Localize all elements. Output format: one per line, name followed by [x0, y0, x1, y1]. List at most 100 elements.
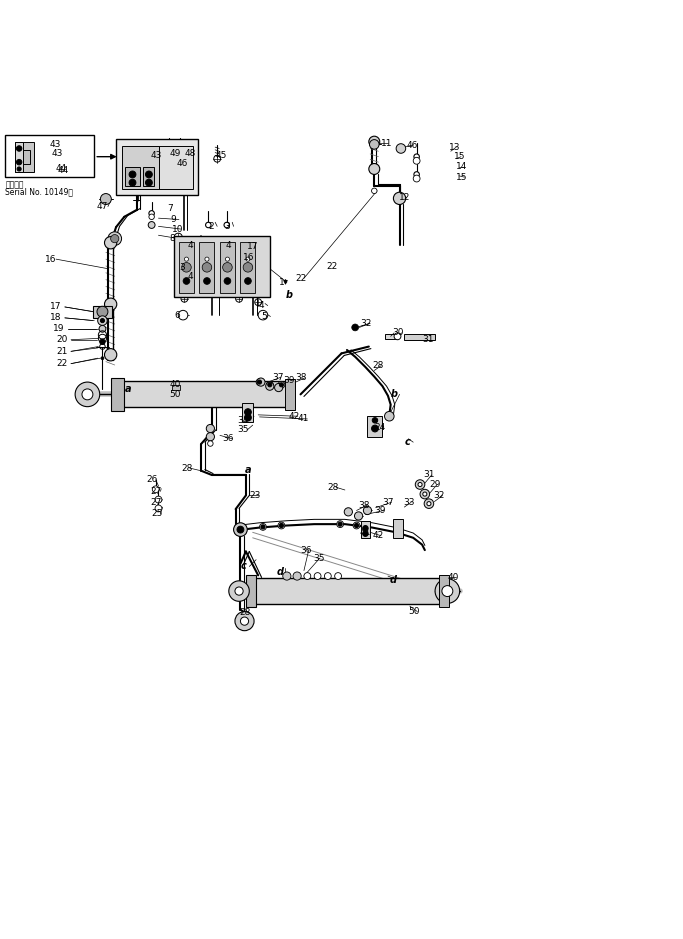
Text: 37: 37	[382, 498, 394, 507]
Circle shape	[413, 176, 420, 182]
Bar	[122, 146, 159, 190]
Bar	[23, 150, 30, 163]
Circle shape	[101, 357, 104, 360]
Circle shape	[75, 382, 100, 407]
Bar	[439, 576, 449, 607]
Text: 15: 15	[454, 152, 466, 162]
Circle shape	[257, 378, 265, 386]
Circle shape	[202, 263, 212, 272]
Circle shape	[369, 163, 380, 175]
Text: d: d	[277, 567, 283, 577]
Circle shape	[186, 239, 193, 246]
Bar	[5, 135, 94, 177]
Text: 4: 4	[258, 301, 264, 310]
Text: 28: 28	[181, 464, 193, 472]
Bar	[220, 242, 235, 293]
Text: 49: 49	[169, 148, 181, 158]
Circle shape	[385, 411, 394, 421]
Bar	[367, 416, 382, 437]
Circle shape	[129, 171, 136, 177]
Text: 6: 6	[174, 311, 180, 319]
Circle shape	[100, 193, 111, 205]
Text: 16: 16	[45, 254, 57, 264]
Circle shape	[435, 578, 460, 604]
Bar	[285, 378, 295, 410]
Circle shape	[393, 192, 406, 205]
Text: 30: 30	[393, 329, 404, 337]
Bar	[159, 146, 193, 190]
Bar	[199, 242, 214, 293]
Text: 3: 3	[179, 263, 184, 271]
Circle shape	[258, 311, 268, 320]
Bar	[116, 139, 198, 195]
Circle shape	[372, 418, 378, 423]
Text: 4: 4	[225, 241, 231, 250]
Bar	[172, 386, 180, 390]
Circle shape	[261, 525, 265, 529]
Circle shape	[245, 414, 251, 421]
Bar	[246, 576, 256, 607]
Text: 1: 1	[279, 278, 284, 286]
Circle shape	[424, 499, 434, 508]
Text: 47: 47	[97, 202, 109, 211]
Text: 22: 22	[56, 359, 67, 368]
Text: 27: 27	[150, 486, 162, 496]
Circle shape	[394, 333, 401, 340]
Circle shape	[266, 382, 274, 391]
Text: 18: 18	[50, 314, 61, 322]
Text: 28: 28	[239, 608, 251, 618]
Text: 26: 26	[147, 475, 158, 485]
Text: 36: 36	[222, 434, 234, 443]
Circle shape	[275, 383, 283, 392]
Text: 31: 31	[422, 335, 434, 345]
Circle shape	[16, 160, 22, 165]
Circle shape	[293, 572, 301, 580]
Circle shape	[149, 210, 154, 216]
Circle shape	[257, 380, 262, 384]
Text: 17: 17	[247, 242, 259, 252]
Text: 21: 21	[56, 346, 68, 356]
Circle shape	[206, 223, 211, 228]
Circle shape	[224, 278, 231, 285]
Text: 27: 27	[150, 498, 162, 507]
Circle shape	[240, 617, 249, 625]
Bar	[393, 518, 403, 538]
Circle shape	[415, 480, 425, 489]
Bar	[240, 242, 255, 293]
Circle shape	[234, 523, 247, 536]
Circle shape	[335, 573, 342, 579]
Text: 8: 8	[169, 234, 175, 243]
Circle shape	[98, 316, 107, 326]
Text: c: c	[241, 562, 247, 572]
Text: 46: 46	[176, 159, 188, 168]
Text: 2: 2	[208, 222, 214, 231]
Text: a: a	[125, 384, 132, 393]
Circle shape	[206, 424, 214, 433]
Circle shape	[100, 339, 105, 345]
Circle shape	[224, 223, 229, 228]
Text: 41: 41	[360, 528, 372, 537]
Bar	[385, 333, 397, 339]
Circle shape	[370, 140, 379, 149]
Text: 39: 39	[374, 506, 386, 515]
Text: 38: 38	[359, 500, 370, 510]
Bar	[242, 403, 253, 422]
Text: 41: 41	[297, 414, 309, 423]
Circle shape	[145, 179, 152, 186]
Circle shape	[245, 278, 251, 285]
Circle shape	[152, 485, 159, 493]
Circle shape	[235, 611, 254, 631]
Text: 28: 28	[328, 483, 339, 492]
Text: 43: 43	[49, 140, 61, 149]
Text: 45: 45	[215, 151, 227, 160]
Text: 16: 16	[242, 254, 254, 262]
Bar	[15, 142, 34, 172]
Circle shape	[184, 257, 189, 261]
Circle shape	[224, 262, 229, 268]
Circle shape	[100, 318, 104, 323]
Circle shape	[260, 523, 266, 531]
Text: 35: 35	[238, 425, 249, 435]
Text: 29: 29	[429, 480, 441, 489]
Text: 32: 32	[361, 319, 372, 328]
Bar	[179, 242, 194, 293]
